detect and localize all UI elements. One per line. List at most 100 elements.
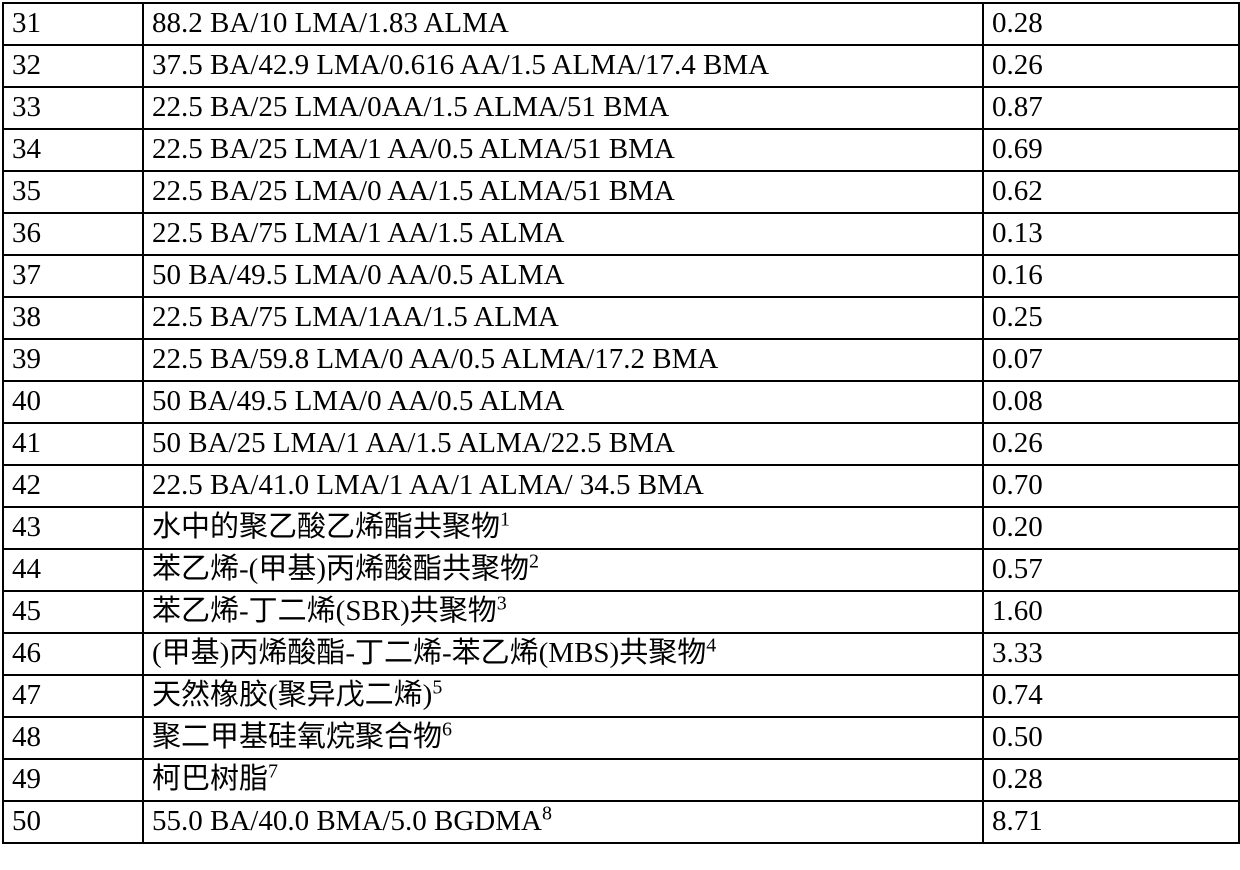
row-value-cell: 1.60 [983, 591, 1239, 633]
row-desc-cell: 50 BA/49.5 LMA/0 AA/0.5 ALMA [143, 255, 983, 297]
row-value-cell: 0.07 [983, 339, 1239, 381]
row-id-cell: 45 [3, 591, 143, 633]
row-desc-cell: 88.2 BA/10 LMA/1.83 ALMA [143, 3, 983, 45]
row-desc-text: 柯巴树脂 [152, 763, 268, 795]
row-value-cell: 0.20 [983, 507, 1239, 549]
row-id-cell: 48 [3, 717, 143, 759]
table-row: 41 50 BA/25 LMA/1 AA/1.5 ALMA/22.5 BMA 0.2… [3, 423, 1239, 465]
row-desc-text: 苯乙烯-丁二烯(SBR)共聚物 [152, 595, 497, 627]
page-container: 31 88.2 BA/10 LMA/1.83 ALMA 0.28 32 37.5 BA/… [0, 2, 1240, 870]
row-value-cell: 0.25 [983, 297, 1239, 339]
row-desc-superscript: 4 [706, 634, 716, 656]
row-desc-text: 聚二甲基硅氧烷聚合物 [152, 721, 442, 753]
row-desc-cell: 22.5 BA/75 LMA/1 AA/1.5 ALMA [143, 213, 983, 255]
row-desc-cell: 22.5 BA/25 LMA/0AA/1.5 ALMA/51 BMA [143, 87, 983, 129]
row-desc-cell: 水中的聚乙酸乙烯酯共聚物1 [143, 507, 983, 549]
row-desc-cell: 苯乙烯-丁二烯(SBR)共聚物3 [143, 591, 983, 633]
row-desc-cell: 22.5 BA/41.0 LMA/1 AA/1 ALMA/ 34.5 BMA [143, 465, 983, 507]
row-value-cell: 8.71 [983, 801, 1239, 843]
row-desc-text: 55.0 BA/40.0 BMA/5.0 BGDMA [152, 805, 542, 837]
table-row: 49柯巴树脂70.28 [3, 759, 1239, 801]
row-value-cell: 0.08 [983, 381, 1239, 423]
row-id-cell: 46 [3, 633, 143, 675]
row-id-cell: 39 [3, 339, 143, 381]
row-desc-text: 22.5 BA/75 LMA/1 AA/1.5 ALMA [152, 217, 564, 249]
row-value-cell: 0.28 [983, 3, 1239, 45]
table-row: 31 88.2 BA/10 LMA/1.83 ALMA 0.28 [3, 3, 1239, 45]
row-desc-text: 37.5 BA/42.9 LMA/0.616 AA/1.5 ALMA/17.4 … [152, 49, 769, 81]
row-desc-cell: 22.5 BA/59.8 LMA/0 AA/0.5 ALMA/17.2 BMA [143, 339, 983, 381]
row-desc-cell: 22.5 BA/25 LMA/0 AA/1.5 ALMA/51 BMA [143, 171, 983, 213]
row-id-cell: 38 [3, 297, 143, 339]
row-desc-text: 水中的聚乙酸乙烯酯共聚物 [152, 511, 500, 543]
table-row: 48聚二甲基硅氧烷聚合物60.50 [3, 717, 1239, 759]
row-desc-text: 22.5 BA/25 LMA/0AA/1.5 ALMA/51 BMA [152, 91, 669, 123]
row-desc-text: (甲基)丙烯酸酯-丁二烯-苯乙烯(MBS)共聚物 [152, 637, 706, 669]
row-id-cell: 41 [3, 423, 143, 465]
row-desc-cell: 22.5 BA/75 LMA/1AA/1.5 ALMA [143, 297, 983, 339]
row-desc-cell: 55.0 BA/40.0 BMA/5.0 BGDMA8 [143, 801, 983, 843]
row-value-cell: 0.87 [983, 87, 1239, 129]
row-desc-superscript: 2 [529, 550, 539, 572]
table-row: 32 37.5 BA/42.9 LMA/0.616 AA/1.5 ALMA/17.… [3, 45, 1239, 87]
row-desc-cell: 天然橡胶(聚异戊二烯)5 [143, 675, 983, 717]
row-desc-text: 22.5 BA/25 LMA/0 AA/1.5 ALMA/51 BMA [152, 175, 675, 207]
table-row: 34 22.5 BA/25 LMA/1 AA/0.5 ALMA/51 BMA 0.6… [3, 129, 1239, 171]
table-row: 40 50 BA/49.5 LMA/0 AA/0.5 ALMA 0.08 [3, 381, 1239, 423]
row-id-cell: 40 [3, 381, 143, 423]
table-row: 5055.0 BA/40.0 BMA/5.0 BGDMA88.71 [3, 801, 1239, 843]
table-row: 3622.5 BA/75 LMA/1 AA/1.5 ALMA0.13 [3, 213, 1239, 255]
row-id-cell: 50 [3, 801, 143, 843]
table-body: 31 88.2 BA/10 LMA/1.83 ALMA 0.28 32 37.5 BA/… [3, 3, 1239, 843]
table-row: 46(甲基)丙烯酸酯-丁二烯-苯乙烯(MBS)共聚物43.33 [3, 633, 1239, 675]
row-value-cell: 0.57 [983, 549, 1239, 591]
row-value-cell: 0.62 [983, 171, 1239, 213]
row-desc-text: 50 BA/25 LMA/1 AA/1.5 ALMA/22.5 BMA [152, 427, 675, 459]
table-row: 35 22.5 BA/25 LMA/0 AA/1.5 ALMA/51 BMA 0.6… [3, 171, 1239, 213]
row-desc-text: 天然橡胶(聚异戊二烯) [152, 679, 432, 711]
row-desc-text: 22.5 BA/75 LMA/1AA/1.5 ALMA [152, 301, 559, 333]
row-value-cell: 0.26 [983, 45, 1239, 87]
row-id-cell: 31 [3, 3, 143, 45]
row-id-cell: 35 [3, 171, 143, 213]
table-row: 33 22.5 BA/25 LMA/0AA/1.5 ALMA/51 BMA 0.87 [3, 87, 1239, 129]
row-desc-cell: 柯巴树脂7 [143, 759, 983, 801]
row-value-cell: 0.50 [983, 717, 1239, 759]
row-desc-text: 22.5 BA/25 LMA/1 AA/0.5 ALMA/51 BMA [152, 133, 675, 165]
row-value-cell: 0.26 [983, 423, 1239, 465]
row-desc-superscript: 3 [497, 592, 507, 614]
table-row: 3750 BA/49.5 LMA/0 AA/0.5 ALMA0.16 [3, 255, 1239, 297]
table-row: 43水中的聚乙酸乙烯酯共聚物10.20 [3, 507, 1239, 549]
row-desc-cell: (甲基)丙烯酸酯-丁二烯-苯乙烯(MBS)共聚物4 [143, 633, 983, 675]
table-row: 4222.5 BA/41.0 LMA/1 AA/1 ALMA/ 34.5 BMA… [3, 465, 1239, 507]
table-row: 47天然橡胶(聚异戊二烯)50.74 [3, 675, 1239, 717]
row-desc-cell: 50 BA/25 LMA/1 AA/1.5 ALMA/22.5 BMA [143, 423, 983, 465]
row-id-cell: 47 [3, 675, 143, 717]
row-id-cell: 36 [3, 213, 143, 255]
row-id-cell: 33 [3, 87, 143, 129]
row-id-cell: 49 [3, 759, 143, 801]
row-desc-superscript: 7 [268, 760, 278, 782]
row-value-cell: 3.33 [983, 633, 1239, 675]
row-desc-cell: 37.5 BA/42.9 LMA/0.616 AA/1.5 ALMA/17.4 … [143, 45, 983, 87]
row-desc-text: 88.2 BA/10 LMA/1.83 ALMA [152, 7, 509, 39]
row-desc-cell: 22.5 BA/25 LMA/1 AA/0.5 ALMA/51 BMA [143, 129, 983, 171]
row-desc-text: 50 BA/49.5 LMA/0 AA/0.5 ALMA [152, 385, 564, 417]
row-value-cell: 0.69 [983, 129, 1239, 171]
row-value-cell: 0.28 [983, 759, 1239, 801]
row-id-cell: 44 [3, 549, 143, 591]
table-row: 44苯乙烯-(甲基)丙烯酸酯共聚物20.57 [3, 549, 1239, 591]
row-desc-text: 22.5 BA/59.8 LMA/0 AA/0.5 ALMA/17.2 BMA [152, 343, 718, 375]
row-value-cell: 0.16 [983, 255, 1239, 297]
row-desc-superscript: 5 [432, 676, 442, 698]
row-value-cell: 0.74 [983, 675, 1239, 717]
row-id-cell: 32 [3, 45, 143, 87]
table-row: 38 22.5 BA/75 LMA/1AA/1.5 ALMA 0.25 [3, 297, 1239, 339]
row-desc-cell: 聚二甲基硅氧烷聚合物6 [143, 717, 983, 759]
row-desc-cell: 50 BA/49.5 LMA/0 AA/0.5 ALMA [143, 381, 983, 423]
row-desc-superscript: 8 [542, 802, 552, 824]
row-value-cell: 0.70 [983, 465, 1239, 507]
table-row: 39 22.5 BA/59.8 LMA/0 AA/0.5 ALMA/17.2 BM… [3, 339, 1239, 381]
row-id-cell: 34 [3, 129, 143, 171]
row-id-cell: 42 [3, 465, 143, 507]
